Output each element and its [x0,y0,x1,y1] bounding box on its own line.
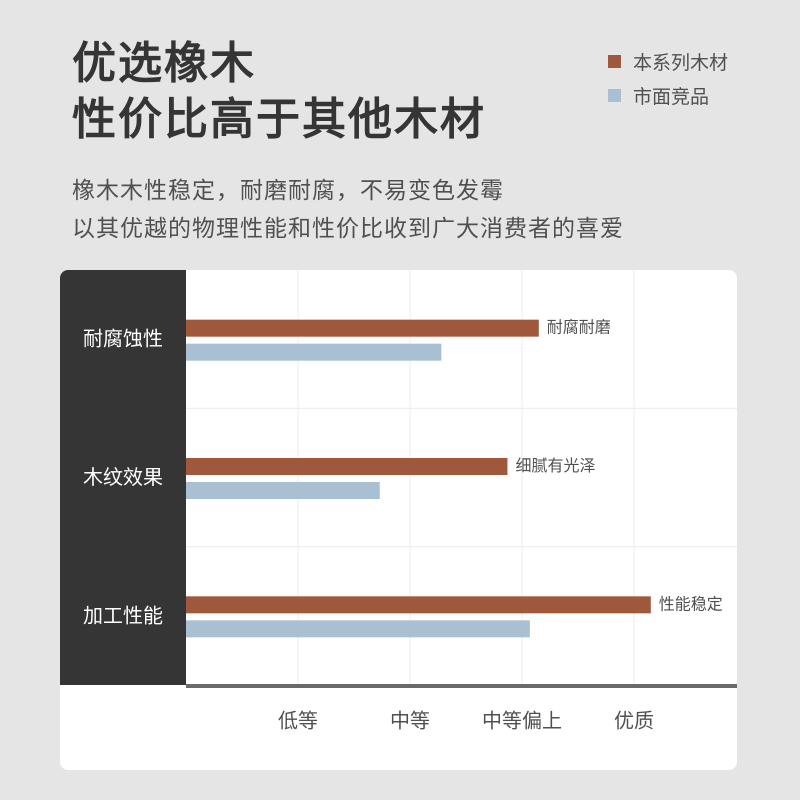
legend-swatch-series-1 [608,54,621,68]
x-tick-label: 低等 [278,709,318,733]
title-line-1: 优选橡木 [72,38,256,89]
legend-swatch-series-2 [608,88,621,102]
bar-annotation: 性能稳定 [659,594,723,613]
x-tick-label: 优质 [614,709,654,733]
category-label: 木纹效果 [83,465,163,489]
x-axis-line [186,684,737,688]
legend-label-series-2: 市面竞品 [633,85,710,108]
category-label: 加工性能 [83,603,163,627]
bar-series-1 [186,596,651,614]
chart-legend: 本系列木材 市面竞品 [608,44,728,112]
category-panel [60,270,186,685]
subtitle-line-2: 以其优越的物理性能和性价比收到广大消费者的喜爱 [72,216,624,242]
legend-label-series-1: 本系列木材 [633,51,729,74]
bar-annotation: 细腻有光泽 [515,456,595,475]
legend-item-series-1: 本系列木材 [608,44,728,78]
chart-card: 耐腐蚀性 耐腐耐磨木纹效果 细腻有光泽加工性能 性能稳定低等 中等 中等偏上 优质 [60,270,737,770]
category-label: 耐腐蚀性 [83,327,163,351]
bar-series-1 [186,458,508,475]
subtitle: 橡木木性稳定，耐磨耐腐，不易变色发霉 以其优越的物理性能和性价比收到广大消费者的… [72,172,624,248]
bar-series-1 [186,319,539,337]
bar-series-2 [186,482,380,499]
x-tick-label: 中等 [390,709,430,733]
x-tick-label: 中等偏上 [482,709,562,733]
bar-series-2 [186,343,442,361]
bar-annotation: 耐腐耐磨 [547,318,611,337]
title: 优选橡木 性价比高于其他木材 [72,36,486,148]
bar-series-2 [186,620,530,638]
subtitle-line-1: 橡木木性稳定，耐磨耐腐，不易变色发霉 [72,178,504,204]
legend-item-series-2: 市面竞品 [608,78,728,112]
title-line-2: 性价比高于其他木材 [72,94,486,145]
